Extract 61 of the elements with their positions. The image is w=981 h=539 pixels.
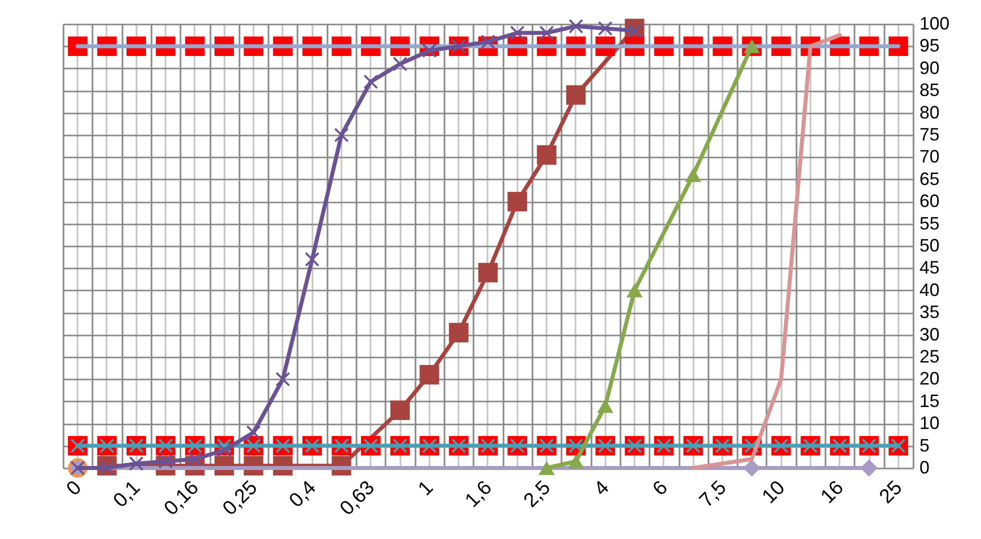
- y-tick-label: 75: [920, 124, 940, 144]
- y-tick-label: 70: [920, 146, 940, 167]
- line-series: [691, 33, 842, 470]
- y-tick-label: 15: [920, 390, 940, 411]
- point: [743, 459, 760, 477]
- y-tick-label: 95: [920, 36, 940, 56]
- x-tick-label: 7,5: [696, 476, 731, 512]
- x-tick-label: 0,63: [336, 476, 380, 520]
- point: [128, 456, 144, 471]
- point: [363, 74, 378, 90]
- y-tick-label: 35: [920, 302, 940, 322]
- y-tick-label: 90: [920, 58, 940, 78]
- point: [539, 26, 554, 40]
- point: [597, 398, 614, 413]
- point: [334, 128, 349, 142]
- x-tick-label: 0,4: [285, 476, 320, 512]
- y-tick-label: 0: [920, 458, 930, 478]
- y-tick-label: 85: [920, 80, 940, 100]
- point: [448, 322, 468, 342]
- y-tick-label: 25: [920, 346, 940, 366]
- x-tick-label: 0: [62, 476, 86, 500]
- point: [392, 56, 408, 72]
- y-tick-label: 80: [920, 102, 940, 122]
- point: [568, 18, 584, 34]
- y-tick-label: 65: [920, 168, 940, 189]
- point: [510, 26, 525, 40]
- y-tick-label: 100: [920, 14, 950, 34]
- y-tick-label: 40: [920, 280, 940, 300]
- y-tick-label: 5: [920, 435, 930, 456]
- x-tick-label: 16: [816, 476, 848, 508]
- y-tick-label: 50: [920, 236, 940, 256]
- y-tick-label: 30: [920, 324, 940, 344]
- x-tick-label: 1,6: [461, 476, 496, 512]
- point: [685, 168, 702, 182]
- x-tick-label: 25: [875, 476, 907, 508]
- y-tick-label: 45: [920, 258, 940, 278]
- x-tick-label: 0,25: [218, 476, 262, 520]
- x-tick-label: 10: [758, 476, 790, 508]
- point: [536, 145, 556, 165]
- y-tick-label: 60: [920, 191, 940, 212]
- y-tick-label: 20: [920, 368, 940, 389]
- x-tick-label: 4: [590, 476, 614, 500]
- point: [390, 400, 410, 420]
- point: [626, 283, 643, 298]
- point: [478, 262, 498, 282]
- point: [598, 21, 613, 36]
- x-tick-label: 6: [648, 476, 672, 500]
- point: [568, 454, 584, 468]
- point: [538, 461, 555, 475]
- point: [246, 425, 261, 440]
- point: [508, 192, 528, 212]
- y-tick-label: 10: [920, 413, 940, 434]
- x-tick-label: 0,16: [160, 476, 204, 520]
- point: [304, 252, 320, 267]
- point: [566, 85, 586, 105]
- x-tick-label: 1: [414, 476, 438, 500]
- x-tick-label: 2,5: [520, 476, 555, 512]
- point: [420, 365, 440, 385]
- x-tick-label: 0,1: [109, 476, 145, 512]
- y-tick-label: 55: [920, 213, 940, 234]
- point: [276, 372, 290, 387]
